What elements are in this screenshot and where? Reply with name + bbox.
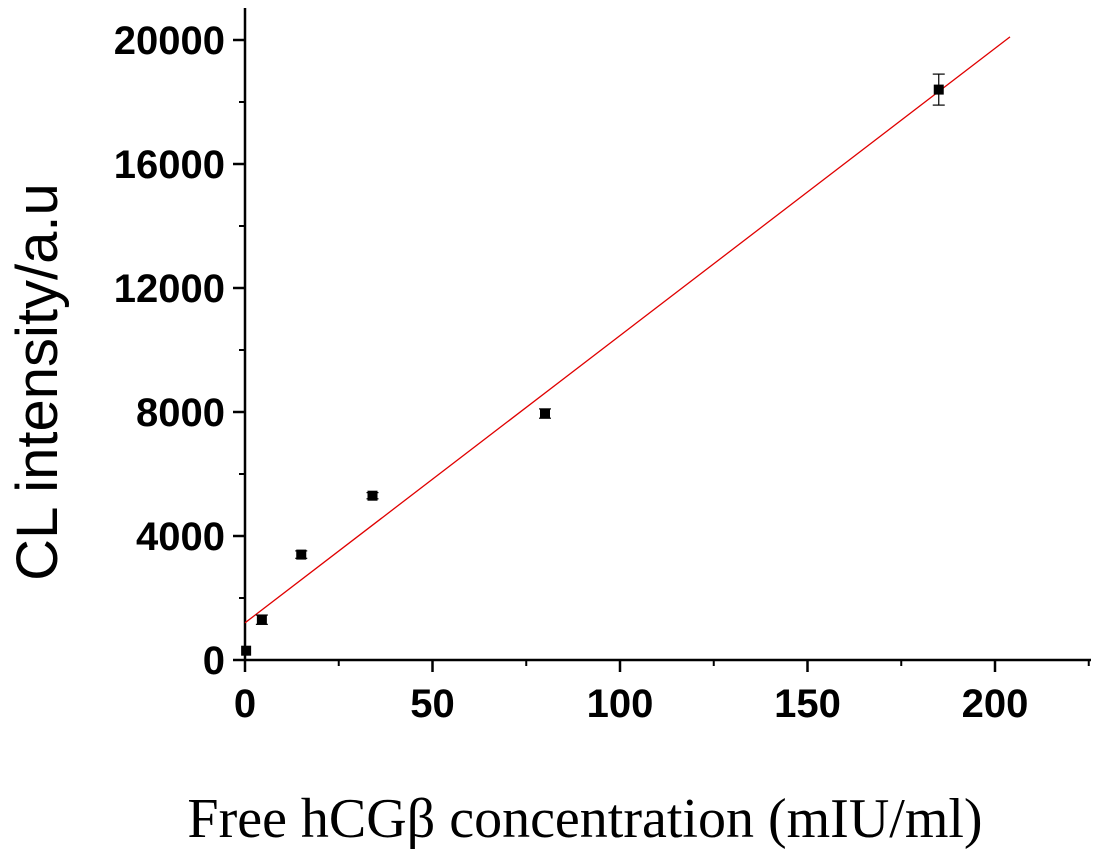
fit-line-group (244, 36, 1011, 624)
x-ticks: 0 50 100 150 200 (234, 660, 1090, 726)
x-tick-label: 100 (587, 682, 654, 726)
data-points (241, 73, 945, 656)
data-point (540, 408, 550, 419)
x-tick-label: 200 (962, 682, 1029, 726)
data-point (256, 614, 267, 625)
data-point (933, 84, 944, 95)
y-tick-label: 12000 (114, 267, 225, 311)
y-tick-label: 16000 (114, 143, 225, 187)
data-point (296, 549, 307, 560)
y-axis-label: CL intensity/a.u (5, 183, 70, 581)
x-tick-label: 150 (774, 682, 841, 726)
y-tick-label: 0 (203, 639, 225, 683)
data-point (241, 645, 252, 656)
x-tick-label: 0 (234, 682, 256, 726)
x-axis-label: Free hCGβ concentration (mIU/ml) (187, 788, 982, 850)
fit-line (244, 36, 1011, 624)
y-ticks: 0 4000 8000 12000 16000 20000 (114, 19, 245, 683)
y-tick-label: 20000 (114, 19, 225, 63)
plot-area: 0 4000 8000 12000 16000 20000 0 50 100 150 200 (114, 8, 1091, 726)
y-tick-label: 8000 (136, 391, 225, 435)
data-point (367, 490, 378, 501)
x-tick-label: 50 (410, 682, 455, 726)
y-tick-label: 4000 (136, 515, 225, 559)
